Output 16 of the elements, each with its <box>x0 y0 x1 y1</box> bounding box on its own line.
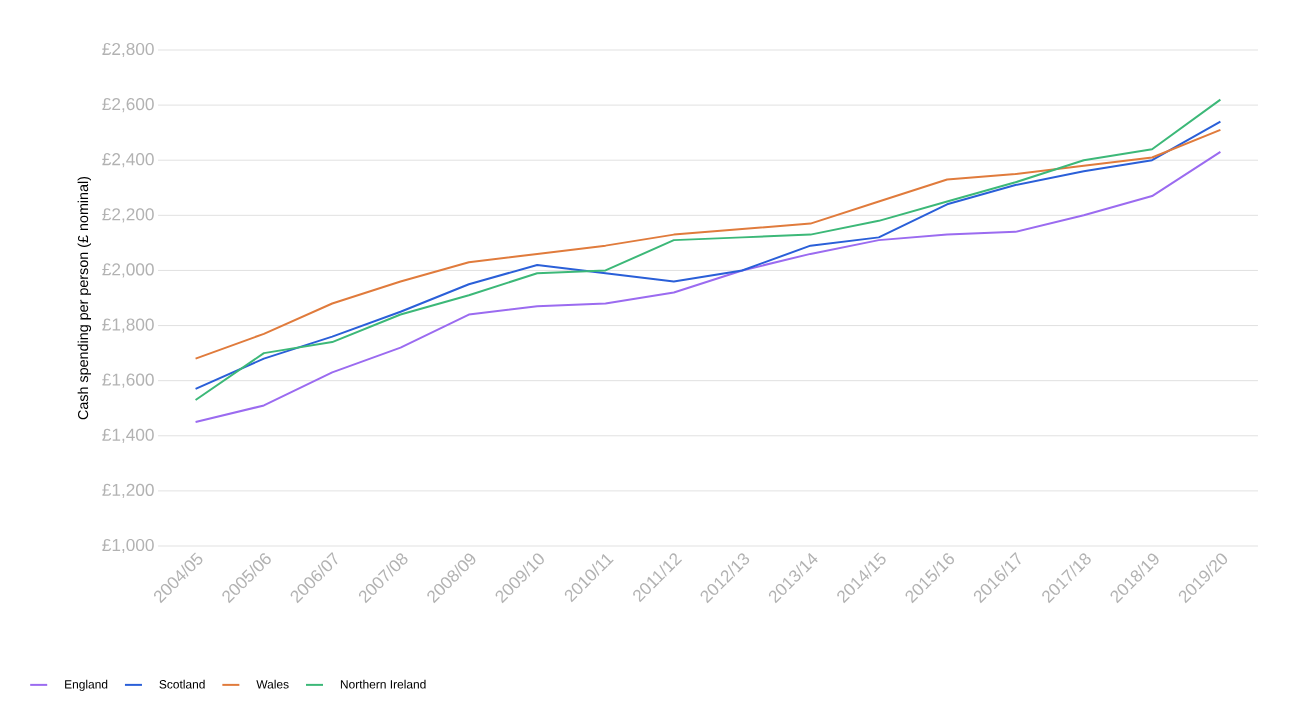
y-tick-label: £2,000 <box>102 263 154 278</box>
y-tick-label: £1,200 <box>102 483 154 498</box>
legend-label: Wales <box>256 679 289 689</box>
legend-label: England <box>65 679 108 691</box>
y-tick-label: £1,400 <box>102 428 154 443</box>
legend-label: Northern Ireland <box>340 679 426 689</box>
line-series <box>194 150 1222 423</box>
y-tick-label: £1,600 <box>102 373 154 388</box>
y-tick-label: £1,000 <box>102 538 154 554</box>
y-axis-title: Cash spending per person (£ nominal) <box>77 176 92 420</box>
y-tick-label: £2,400 <box>102 153 154 168</box>
y-tick-label: £2,600 <box>102 98 154 113</box>
y-tick-label: £2,200 <box>102 208 154 223</box>
y-tick-label: £1,800 <box>102 318 154 333</box>
legend-label: Scotland <box>159 679 205 689</box>
y-tick-label: £2,800 <box>102 42 154 58</box>
